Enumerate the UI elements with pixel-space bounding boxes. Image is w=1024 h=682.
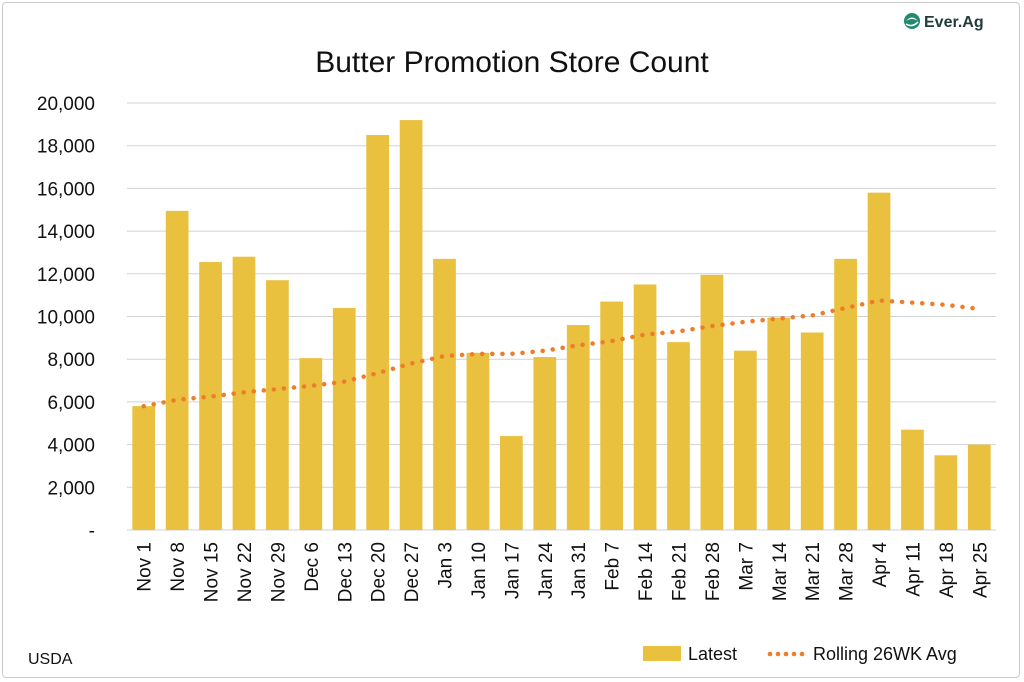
x-tick-label: Feb 7 <box>603 542 624 591</box>
bar <box>667 342 690 530</box>
bar <box>566 325 590 530</box>
logo-text: Ever.Ag <box>924 14 984 31</box>
y-axis-ticks: - 2,000 4,000 6,000 8,000 10,000 12,000 14,000 1… <box>37 94 95 542</box>
legend-dot <box>767 651 773 657</box>
rolling-average-line <box>141 298 982 409</box>
bar <box>433 258 456 530</box>
y-tick-label: 4,000 <box>47 436 95 457</box>
y-tick-label: 12,000 <box>37 265 95 286</box>
x-tick-label: Jan 17 <box>502 542 523 599</box>
x-tick-label: Dec 27 <box>402 542 423 602</box>
bar <box>299 358 323 530</box>
y-tick-label: 18,000 <box>37 137 95 158</box>
x-tick-label: Mar 14 <box>770 542 791 602</box>
gridlines <box>127 102 996 531</box>
legend: Latest Rolling 26WK Avg <box>643 644 957 664</box>
y-tick-label: 2,000 <box>47 478 95 499</box>
bar <box>901 429 924 530</box>
bar <box>767 317 791 530</box>
y-tick-label: - <box>89 521 95 542</box>
bar <box>600 301 623 530</box>
x-tick-label: Dec 13 <box>335 542 356 602</box>
rolling-average-series-line <box>141 298 982 409</box>
x-tick-label: Mar 28 <box>837 542 858 601</box>
chart-title: Butter Promotion Store Count <box>315 46 709 79</box>
bar <box>533 357 557 530</box>
x-tick-label: Nov 8 <box>168 542 189 592</box>
ever-ag-leaf-icon <box>904 13 920 29</box>
x-tick-label: Jan 10 <box>469 542 490 599</box>
x-tick-label: Jan 31 <box>569 542 590 599</box>
bar <box>834 258 857 530</box>
bar <box>266 280 289 530</box>
y-tick-label: 10,000 <box>37 308 95 329</box>
x-tick-label: Jan 24 <box>536 542 557 599</box>
bar <box>399 120 423 530</box>
x-tick-label: Apr 25 <box>970 542 991 598</box>
x-tick-label: Feb 14 <box>636 542 657 602</box>
bar <box>633 284 657 530</box>
x-tick-label: Mar 7 <box>736 542 757 591</box>
legend-label-rolling-avg: Rolling 26WK Avg <box>813 644 957 664</box>
bar <box>867 192 891 531</box>
x-tick-label: Apr 18 <box>937 542 958 598</box>
legend-dot <box>791 651 797 657</box>
y-tick-label: 20,000 <box>37 94 95 115</box>
bars <box>132 120 991 531</box>
x-tick-label: Nov 22 <box>235 542 256 602</box>
y-tick-label: 14,000 <box>37 222 95 243</box>
y-tick-label: 6,000 <box>47 393 95 414</box>
x-axis-ticks: Nov 1 Nov 8 Nov 15 Nov 22 Nov 29 Dec 6 Dec 13 D… <box>135 542 992 603</box>
legend-swatch-rolling-avg <box>767 651 805 657</box>
x-tick-label: Dec 6 <box>302 542 323 592</box>
bar <box>967 444 991 530</box>
bar <box>733 350 757 530</box>
bar <box>466 352 490 530</box>
legend-dot <box>775 651 781 657</box>
bar <box>934 455 958 530</box>
legend-dot <box>783 651 789 657</box>
legend-swatch-latest <box>643 646 681 661</box>
x-tick-label: Nov 29 <box>268 542 289 602</box>
source-note: USDA <box>28 651 73 668</box>
logo: Ever.Ag <box>904 13 984 31</box>
legend-dot <box>799 651 805 657</box>
y-tick-label: 8,000 <box>47 350 95 371</box>
legend-label-latest: Latest <box>688 644 737 664</box>
bar <box>366 135 390 530</box>
x-tick-label: Apr 11 <box>903 542 924 597</box>
x-tick-label: Nov 15 <box>202 542 223 602</box>
x-tick-label: Feb 21 <box>669 542 690 601</box>
bar <box>165 210 189 530</box>
bar <box>800 332 824 530</box>
y-tick-label: 16,000 <box>37 179 95 200</box>
bar <box>332 307 356 530</box>
x-tick-label: Apr 4 <box>870 542 891 588</box>
x-tick-label: Dec 20 <box>369 542 390 602</box>
x-tick-label: Jan 3 <box>436 542 457 588</box>
bar <box>199 262 222 530</box>
x-tick-label: Nov 1 <box>135 542 156 592</box>
x-tick-label: Mar 21 <box>803 542 824 601</box>
bar <box>500 436 523 530</box>
bar <box>700 274 724 530</box>
x-tick-label: Feb 28 <box>703 542 724 601</box>
bar <box>132 406 156 530</box>
